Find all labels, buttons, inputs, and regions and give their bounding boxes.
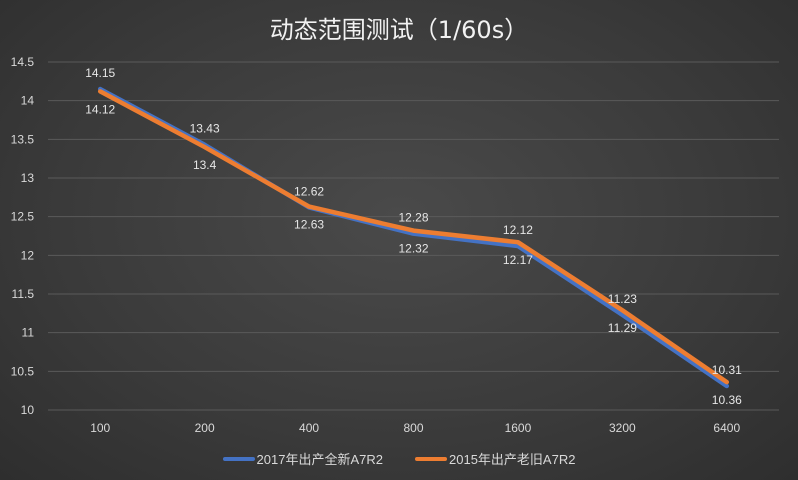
y-tick-label: 12 — [21, 248, 35, 262]
x-tick-label: 200 — [195, 421, 215, 435]
data-label: 11.29 — [608, 321, 637, 335]
x-tick-label: 1600 — [505, 421, 532, 435]
chart-title: 动态范围测试（1/60s） — [269, 16, 529, 44]
legend-swatch — [222, 456, 255, 461]
data-label: 12.12 — [503, 223, 533, 237]
y-tick-label: 13 — [21, 171, 35, 185]
legend: 2017年出产全新A7R2 2015年出产老旧A7R2 — [0, 449, 798, 468]
y-tick-label: 10.5 — [11, 364, 35, 378]
data-label: 13.4 — [193, 158, 217, 172]
data-label: 13.43 — [190, 122, 220, 136]
y-tick-label: 11.5 — [12, 287, 35, 301]
y-tick-label: 10 — [21, 403, 35, 417]
data-label: 10.36 — [712, 393, 742, 407]
data-label: 12.17 — [503, 253, 533, 267]
legend-swatch — [415, 456, 447, 461]
data-label: 12.28 — [398, 211, 428, 225]
data-label: 11.23 — [608, 292, 637, 306]
y-tick-label: 12.5 — [11, 210, 35, 224]
x-tick-label: 100 — [90, 421, 110, 435]
data-label: 12.62 — [294, 184, 324, 198]
legend-label: 2015年出产老旧A7R2 — [449, 452, 576, 467]
legend-label: 2017年出产全新A7R2 — [256, 452, 383, 467]
data-label: 12.63 — [294, 218, 324, 232]
y-tick-label: 14 — [21, 94, 35, 108]
x-tick-label: 3200 — [609, 421, 636, 435]
y-tick-label: 13.5 — [11, 132, 35, 146]
y-tick-label: 14.5 — [11, 55, 35, 69]
data-label: 14.15 — [85, 66, 115, 80]
y-tick-label: 11 — [22, 326, 35, 340]
x-tick-label: 6400 — [713, 421, 740, 435]
legend-item-series-1[interactable]: 2017年出产全新A7R2 — [222, 449, 383, 468]
data-label: 10.31 — [712, 363, 742, 377]
legend-item-series-2[interactable]: 2015年出产老旧A7R2 — [415, 449, 575, 468]
series-line-2 — [97, 89, 730, 385]
data-label: 14.12 — [85, 102, 115, 116]
x-tick-label: 800 — [403, 421, 423, 435]
x-tick-label: 400 — [299, 421, 319, 435]
data-label: 12.32 — [398, 242, 428, 256]
